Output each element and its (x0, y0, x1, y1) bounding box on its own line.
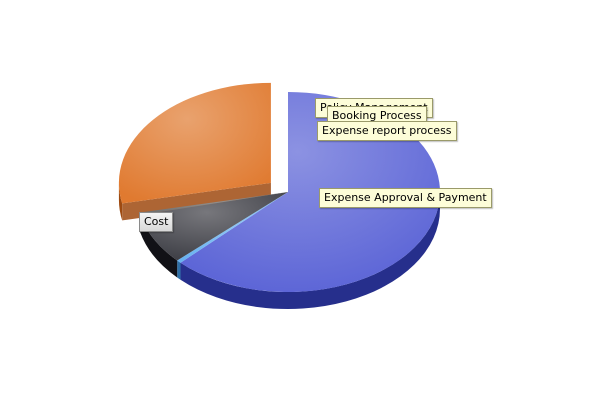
slice-label-cost: Cost (139, 212, 174, 232)
slice-label-expense-report-process: Expense report process (317, 121, 457, 141)
slice-label-booking-process: Booking Process (327, 106, 427, 126)
slice-label-expense-approval-payment: Expense Approval & Payment (319, 188, 492, 208)
pie-slice-cost[interactable] (180, 92, 440, 292)
pie-slice-policy-management[interactable] (177, 192, 288, 263)
pie-slices (118, 82, 440, 292)
pie-side-expense-approval-payment (118, 182, 123, 221)
pie-side-cost (180, 192, 440, 309)
pie-slice-booking-process[interactable] (140, 192, 288, 261)
pie-slice-expense-approval-payment[interactable] (118, 82, 271, 204)
pie-side-policy-management (177, 260, 181, 280)
pie-side-booking-process (140, 215, 178, 278)
pie-slice-expense-report-process[interactable] (139, 192, 288, 216)
